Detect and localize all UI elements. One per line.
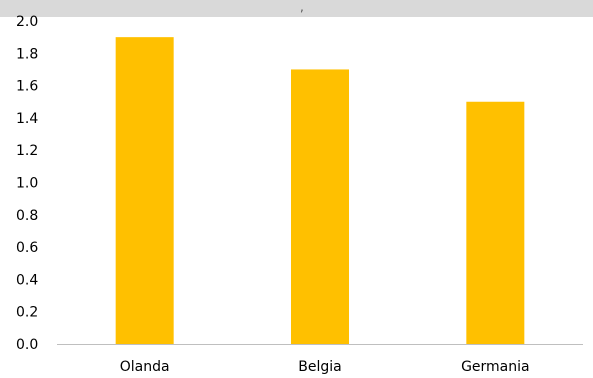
y-tick-label: 2.0 bbox=[16, 14, 38, 30]
y-tick-label: 0.0 bbox=[16, 337, 38, 353]
y-tick-label: 0.2 bbox=[16, 305, 38, 321]
y-tick-label: 1.0 bbox=[16, 176, 38, 192]
title-fragment: , bbox=[300, 0, 304, 14]
y-tick-label: 1.8 bbox=[16, 46, 38, 62]
y-tick-label: 0.8 bbox=[16, 208, 38, 224]
y-tick-label: 0.4 bbox=[16, 272, 38, 288]
bar-olanda bbox=[115, 37, 174, 345]
y-tick-label: 1.4 bbox=[16, 111, 38, 127]
bars-group bbox=[115, 37, 525, 345]
y-tick-label: 1.6 bbox=[16, 79, 38, 95]
title-band bbox=[0, 0, 593, 17]
bar-germania bbox=[466, 101, 525, 344]
x-tick-label: Belgia bbox=[298, 359, 341, 375]
x-tick-label: Olanda bbox=[120, 359, 170, 375]
bar-belgia bbox=[291, 69, 349, 344]
y-tick-label: 1.2 bbox=[16, 143, 38, 159]
y-tick-label: 0.6 bbox=[16, 240, 38, 256]
y-axis-ticks: 0.0 0.2 0.4 0.6 0.8 1.0 1.2 1.4 1.6 1.8 2.0 bbox=[16, 14, 38, 353]
x-axis-labels: Olanda Belgia Germania bbox=[120, 359, 530, 375]
x-tick-label: Germania bbox=[461, 359, 530, 375]
